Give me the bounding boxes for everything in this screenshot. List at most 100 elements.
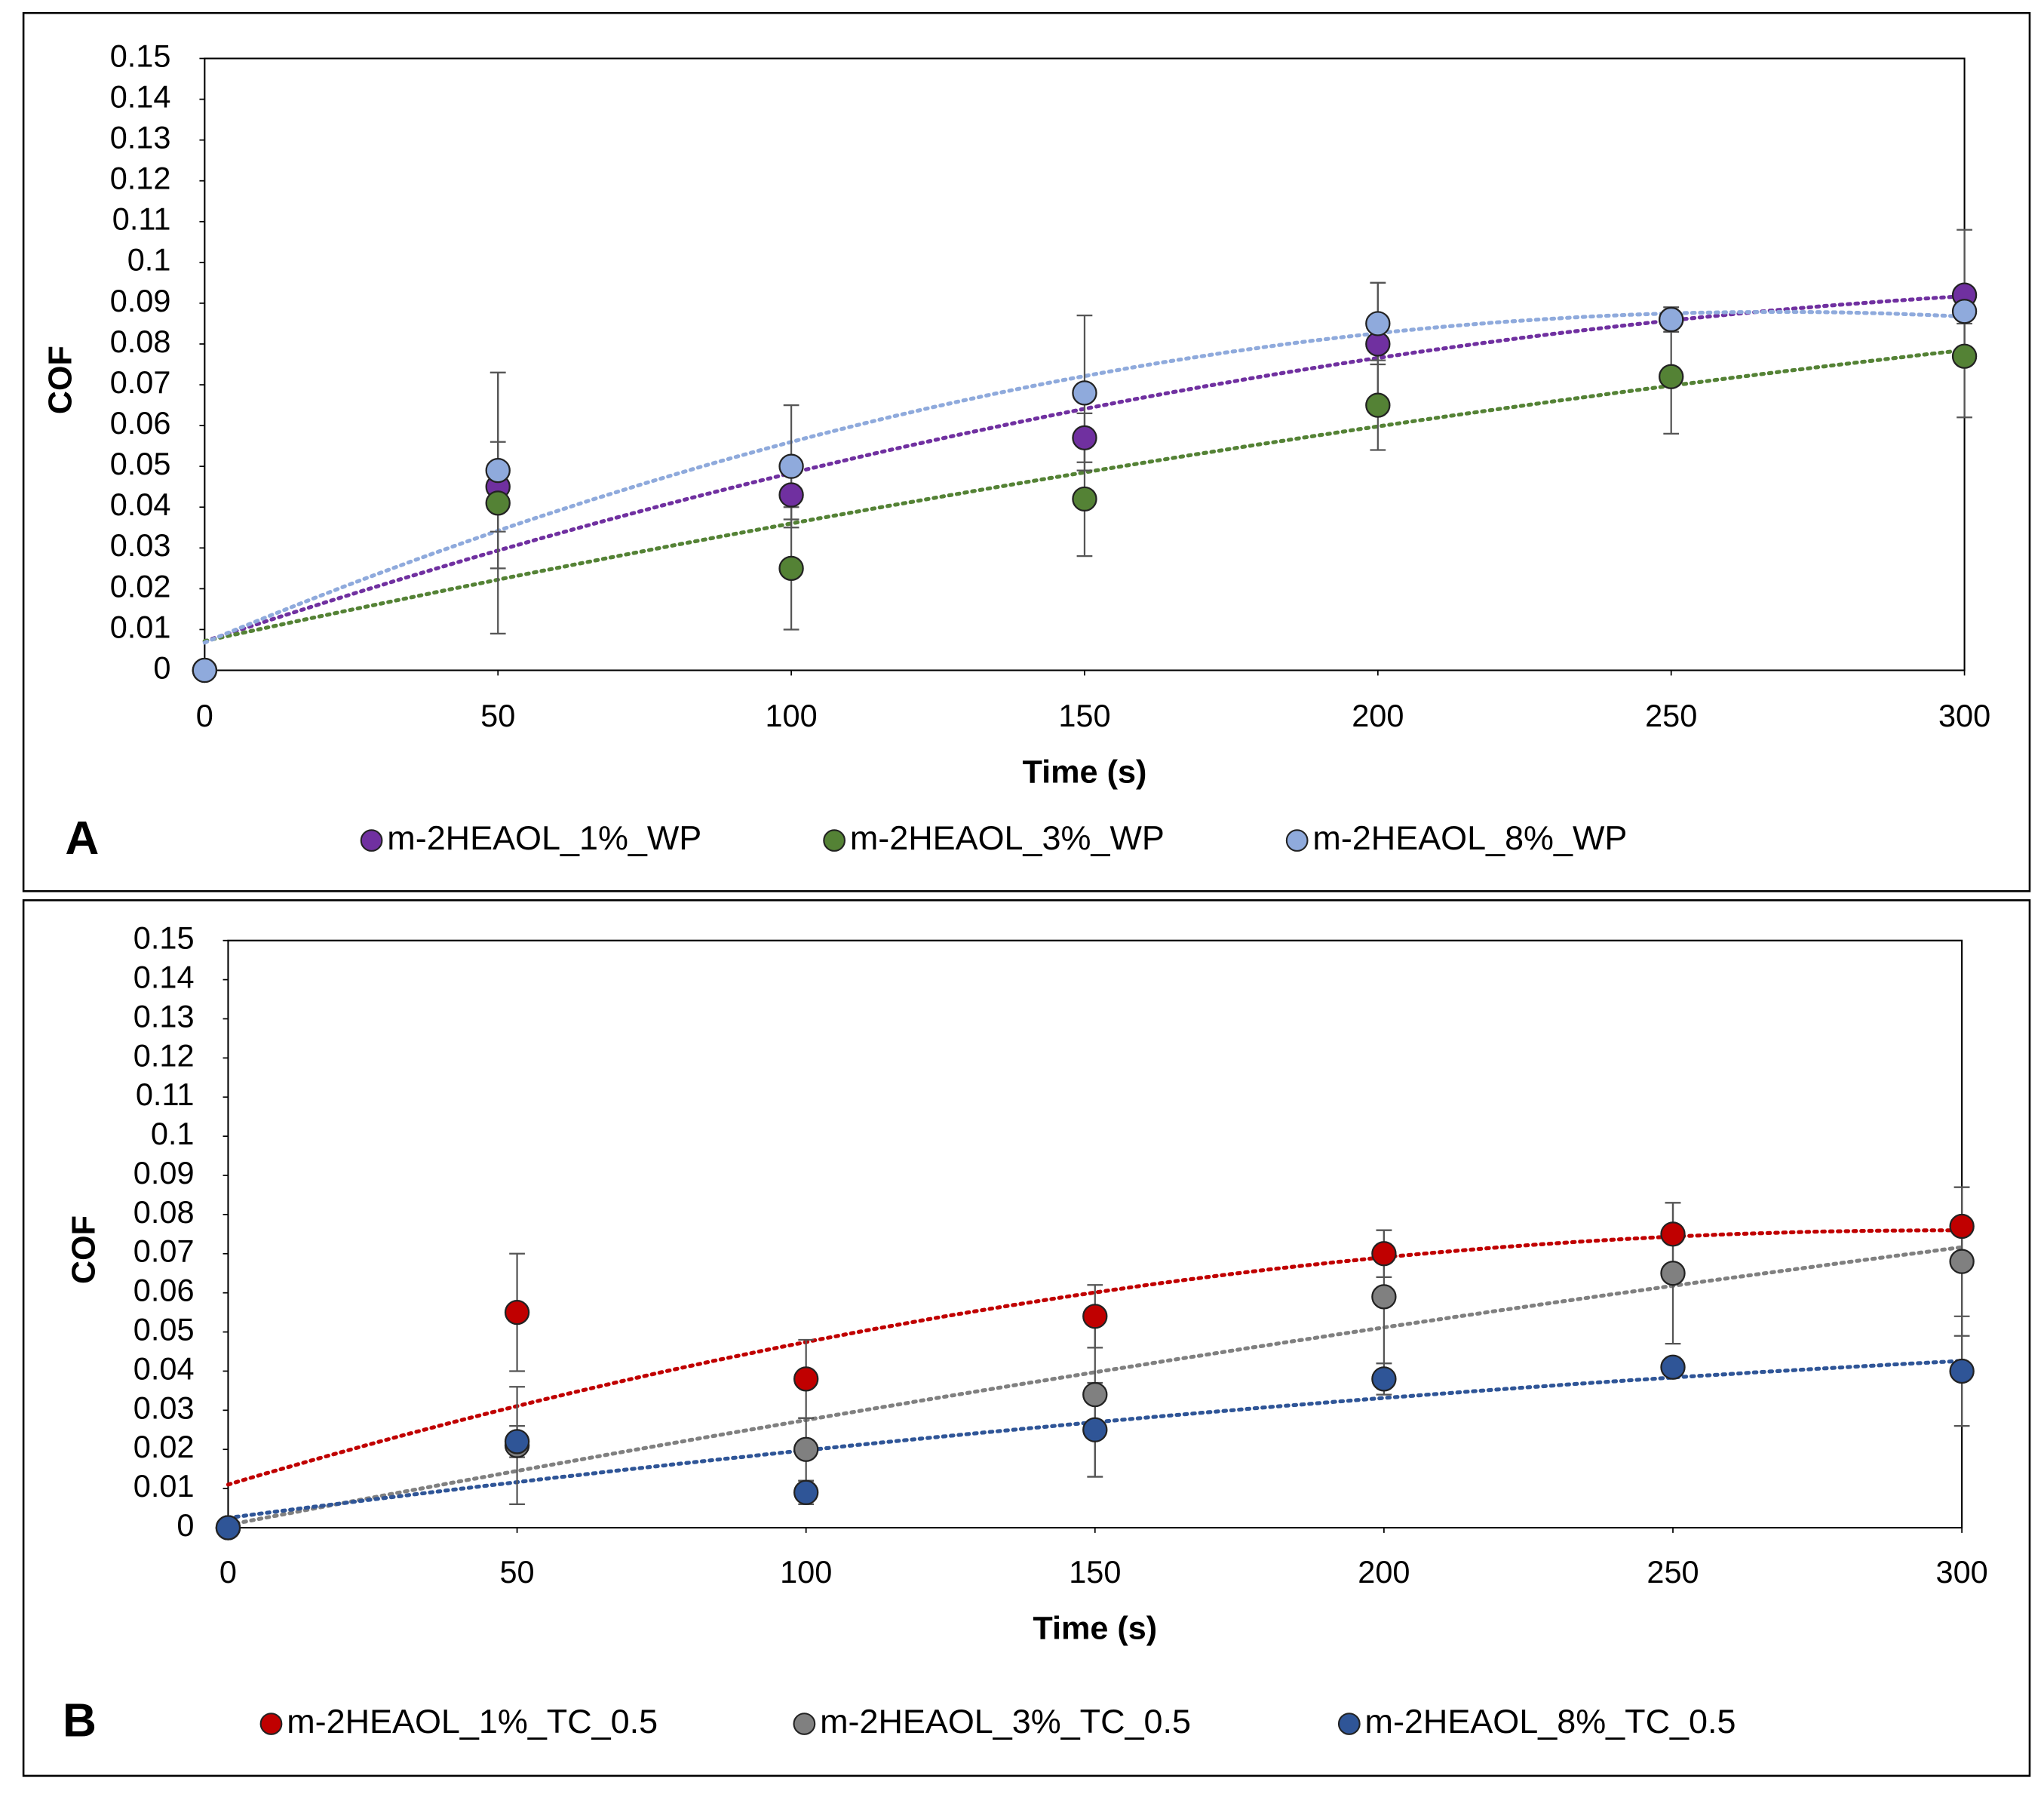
data-point	[778, 453, 804, 479]
y-tick-label: 0.08	[134, 1195, 195, 1230]
data-point	[1072, 380, 1097, 406]
y-tick-label: 0.04	[110, 487, 171, 522]
data-point	[1365, 311, 1391, 336]
x-axis-title: Time (s)	[1023, 754, 1147, 791]
y-tick-label: 0.03	[110, 528, 171, 563]
y-axis-title: COF	[66, 1215, 102, 1284]
legend-marker	[1337, 1713, 1361, 1735]
y-tick-label: 0.01	[134, 1469, 195, 1504]
data-point	[1371, 1241, 1397, 1267]
y-tick-label: 0	[176, 1508, 194, 1543]
y-tick-label: 0.07	[110, 365, 171, 400]
x-tick-label: 200	[1352, 699, 1404, 733]
legend-marker	[793, 1713, 816, 1735]
y-tick-label: 0.15	[134, 921, 195, 956]
data-point	[793, 1479, 819, 1505]
legend-marker	[823, 829, 846, 852]
x-tick-label: 300	[1938, 699, 1990, 733]
data-point	[215, 1515, 241, 1541]
data-point	[504, 1300, 530, 1326]
x-tick-label: 200	[1358, 1555, 1410, 1590]
legend-label: m-2HEAOL_8%_TC_0.5	[1365, 1702, 1736, 1740]
legend-label: m-2HEAOL_3%_WP	[850, 819, 1165, 857]
data-point	[1371, 1284, 1397, 1310]
y-tick-label: 0.04	[134, 1351, 195, 1386]
x-tick-label: 100	[780, 1555, 832, 1590]
y-tick-label: 0.1	[151, 1117, 195, 1151]
data-point	[1949, 1358, 1975, 1384]
data-point	[793, 1436, 819, 1462]
x-tick-label: 0	[219, 1555, 237, 1590]
legend-label: m-2HEAOL_1%_TC_0.5	[287, 1702, 658, 1740]
data-point	[793, 1366, 819, 1392]
x-tick-label: 250	[1647, 1555, 1699, 1590]
y-tick-label: 0.03	[134, 1390, 195, 1425]
data-point	[485, 490, 511, 516]
y-tick-label: 0.11	[136, 1077, 195, 1112]
data-point	[1951, 299, 1978, 324]
y-tick-label: 0.14	[110, 80, 171, 115]
data-point	[1082, 1381, 1108, 1408]
data-point	[504, 1429, 530, 1455]
legend-marker	[259, 1713, 283, 1735]
y-tick-label: 0.13	[134, 999, 195, 1034]
data-point	[1082, 1304, 1108, 1329]
x-tick-label: 150	[1058, 699, 1110, 733]
panel-label: A	[65, 813, 99, 865]
x-tick-label: 300	[1936, 1555, 1988, 1590]
y-tick-label: 0.09	[110, 284, 171, 318]
y-tick-label: 0.02	[134, 1430, 195, 1464]
data-point	[1660, 1221, 1686, 1247]
panel-label: B	[63, 1694, 97, 1746]
data-point	[1951, 343, 1978, 369]
y-tick-label: 0.06	[110, 406, 171, 441]
y-tick-label: 0.12	[134, 1038, 195, 1073]
y-tick-label: 0.08	[110, 324, 171, 359]
data-point	[1659, 306, 1684, 333]
y-tick-label: 0.12	[110, 161, 171, 196]
y-tick-label: 0	[153, 651, 170, 686]
panel-frame	[22, 899, 2031, 1777]
y-tick-label: 0.06	[134, 1273, 195, 1308]
data-point	[1072, 486, 1097, 512]
data-point	[1082, 1417, 1108, 1442]
panel-frame	[22, 11, 2031, 892]
y-tick-label: 0.09	[134, 1156, 195, 1190]
x-axis-title: Time (s)	[1033, 1610, 1157, 1646]
y-tick-label: 0.05	[134, 1313, 195, 1347]
y-tick-label: 0.13	[110, 121, 171, 155]
x-tick-label: 150	[1069, 1555, 1121, 1590]
y-tick-label: 0.01	[110, 610, 171, 644]
x-tick-label: 50	[499, 1555, 534, 1590]
x-tick-label: 250	[1645, 699, 1697, 733]
y-tick-label: 0.15	[110, 38, 171, 73]
y-tick-label: 0.05	[110, 447, 171, 481]
x-tick-label: 50	[480, 699, 515, 733]
y-tick-label: 0.14	[134, 960, 195, 995]
legend-marker	[360, 829, 383, 852]
y-tick-label: 0.07	[134, 1234, 195, 1269]
y-tick-label: 0.02	[110, 569, 171, 604]
data-point	[1949, 1213, 1975, 1240]
data-point	[778, 482, 804, 508]
legend-label: m-2HEAOL_8%_WP	[1312, 819, 1627, 857]
y-tick-label: 0.11	[112, 202, 171, 237]
data-point	[1660, 1354, 1686, 1380]
data-point	[1371, 1366, 1397, 1392]
data-point	[192, 657, 218, 684]
data-point	[1365, 392, 1391, 418]
data-point	[1072, 425, 1097, 450]
data-point	[1659, 364, 1684, 389]
data-point	[1660, 1261, 1686, 1286]
data-point	[485, 457, 511, 484]
data-point	[1949, 1249, 1975, 1274]
x-tick-label: 100	[765, 699, 817, 733]
x-tick-label: 0	[196, 699, 213, 733]
legend-label: m-2HEAOL_3%_TC_0.5	[820, 1702, 1191, 1740]
legend-marker	[1285, 829, 1309, 852]
legend-label: m-2HEAOL_1%_WP	[387, 819, 701, 857]
y-axis-title: COF	[42, 346, 78, 414]
data-point	[778, 555, 804, 581]
